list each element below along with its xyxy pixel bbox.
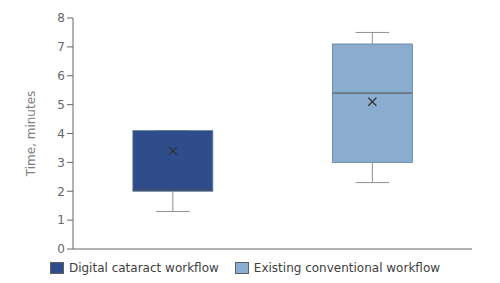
html-text:Digital cataract workflow: Digital cataract workflow (68, 261, 219, 275)
svg-text:5: 5 (57, 98, 65, 112)
svg-text:4: 4 (57, 127, 65, 141)
html-text:Existing conventional workflow: Existing conventional workflow (253, 261, 441, 275)
svg-text:6: 6 (57, 69, 65, 83)
svg-text:7: 7 (57, 40, 65, 54)
svg-text:Time, minutes: Time, minutes (24, 91, 38, 178)
svg-text:3: 3 (57, 156, 65, 170)
svg-text:8: 8 (57, 11, 65, 25)
svg-text:1: 1 (57, 213, 65, 227)
svg-text:0: 0 (57, 242, 65, 256)
svg-text:2: 2 (57, 185, 65, 199)
